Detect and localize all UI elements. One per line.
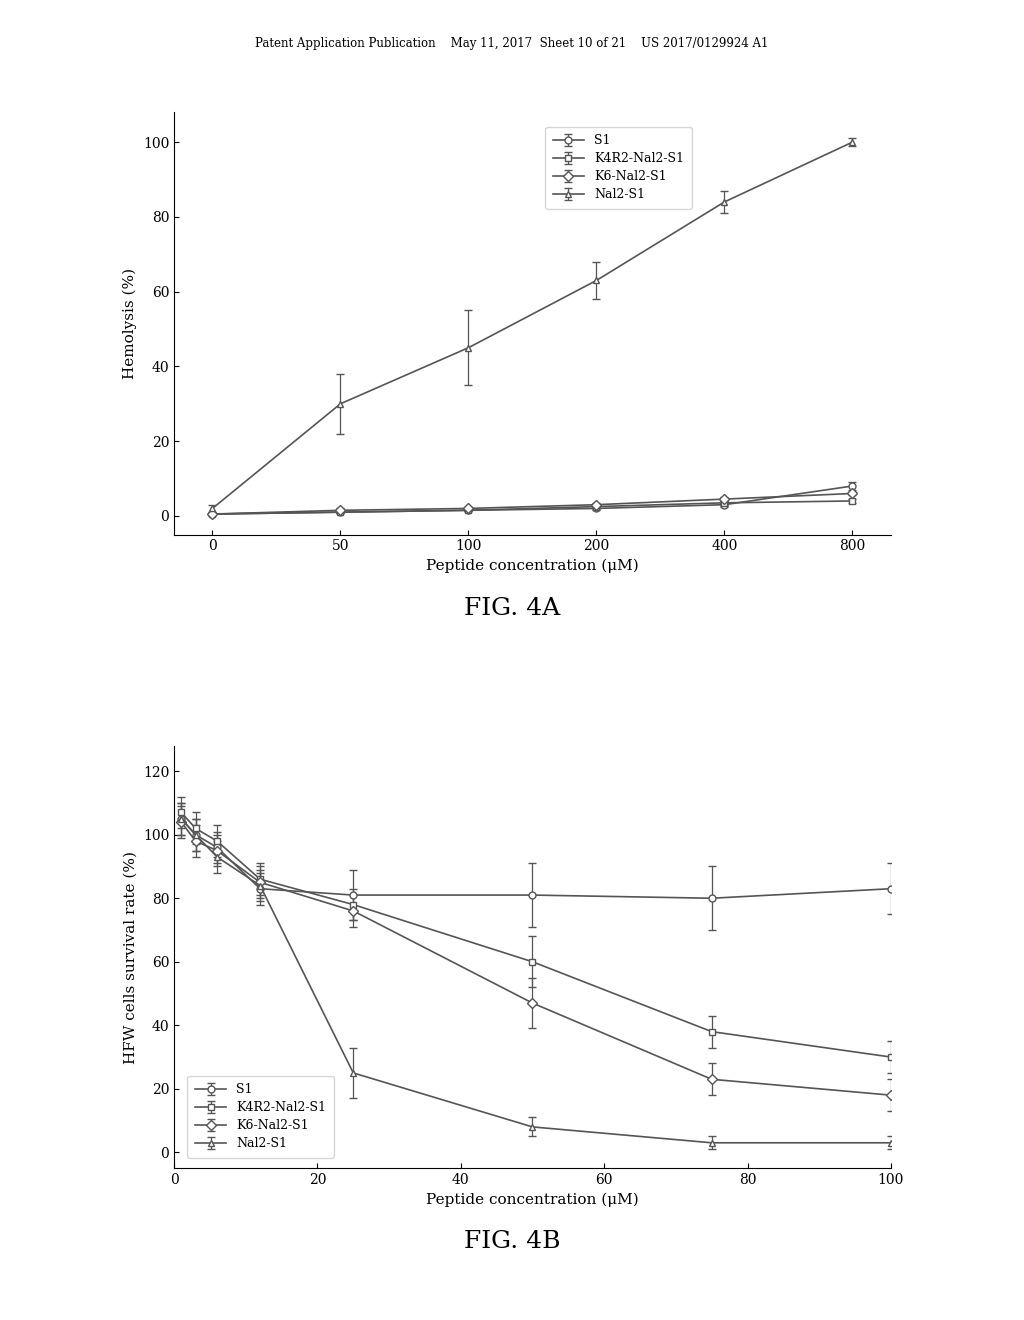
X-axis label: Peptide concentration (μM): Peptide concentration (μM) — [426, 558, 639, 573]
Y-axis label: Hemolysis (%): Hemolysis (%) — [123, 268, 137, 379]
X-axis label: Peptide concentration (μM): Peptide concentration (μM) — [426, 1192, 639, 1206]
Y-axis label: HFW cells survival rate (%): HFW cells survival rate (%) — [123, 850, 137, 1064]
Legend: S1, K4R2-Nal2-S1, K6-Nal2-S1, Nal2-S1: S1, K4R2-Nal2-S1, K6-Nal2-S1, Nal2-S1 — [546, 127, 691, 209]
Text: Patent Application Publication    May 11, 2017  Sheet 10 of 21    US 2017/012992: Patent Application Publication May 11, 2… — [255, 37, 769, 50]
Text: FIG. 4B: FIG. 4B — [464, 1230, 560, 1253]
Text: FIG. 4A: FIG. 4A — [464, 597, 560, 619]
Legend: S1, K4R2-Nal2-S1, K6-Nal2-S1, Nal2-S1: S1, K4R2-Nal2-S1, K6-Nal2-S1, Nal2-S1 — [187, 1076, 334, 1158]
